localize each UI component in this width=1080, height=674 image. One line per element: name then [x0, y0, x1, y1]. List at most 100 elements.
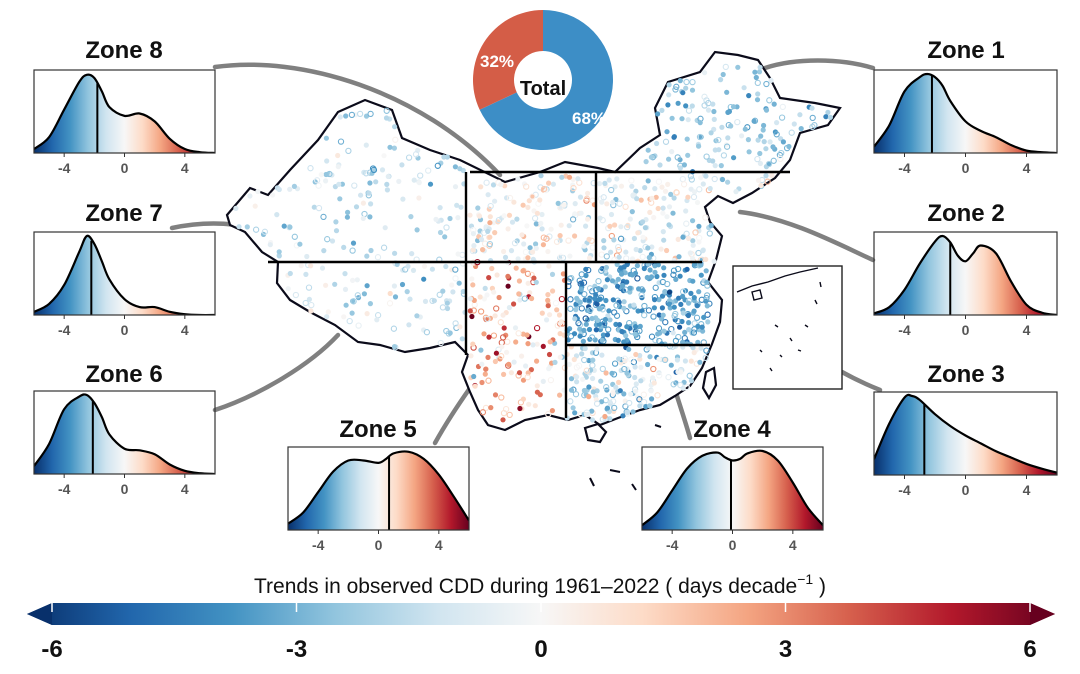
station-dot [522, 248, 530, 256]
station-dot [554, 322, 561, 329]
station-dot [524, 374, 531, 381]
x-tick-label: -4 [58, 160, 71, 176]
station-dot [492, 313, 498, 319]
station-dot [324, 236, 331, 243]
donut-positive-slice [473, 10, 543, 110]
station-dot [702, 70, 708, 76]
station-dot [610, 398, 617, 405]
station-dot [643, 159, 649, 165]
station-dot [244, 224, 250, 230]
station-dot [753, 74, 759, 81]
station-dot [763, 146, 769, 152]
station-dot [571, 356, 577, 363]
station-dot [270, 192, 276, 198]
x-tick-label: 0 [375, 537, 383, 553]
station-dot [598, 267, 605, 274]
station-dot [618, 183, 625, 189]
station-dot [500, 312, 506, 318]
station-dot [680, 181, 688, 188]
sea-dash [654, 424, 662, 428]
station-dot [574, 295, 580, 301]
station-dot [570, 184, 577, 192]
station-dot [494, 272, 500, 278]
station-dot [598, 251, 605, 258]
station-dot [392, 124, 398, 130]
station-dot [615, 276, 621, 282]
station-dot [666, 204, 673, 210]
station-dot [515, 256, 521, 262]
station-dot [305, 284, 313, 291]
station-dot [567, 253, 573, 259]
station-dot [654, 392, 661, 399]
station-dot [677, 381, 684, 389]
station-dot [616, 322, 623, 328]
station-dot [552, 300, 560, 307]
station-dot [486, 240, 494, 248]
station-dot [332, 281, 338, 287]
station-dot [534, 389, 541, 395]
station-dot [691, 308, 697, 314]
station-dot [508, 248, 515, 254]
station-dot [233, 205, 239, 211]
station-dot [655, 205, 661, 212]
station-dot [705, 107, 712, 113]
station-dot [374, 317, 380, 323]
station-dot [366, 190, 372, 196]
station-dot [780, 139, 787, 145]
station-dot [664, 214, 670, 220]
station-dot [686, 300, 692, 306]
station-dot [527, 245, 533, 251]
station-dot [705, 319, 711, 325]
station-dot [599, 199, 605, 205]
station-dot [521, 181, 528, 187]
station-dot [591, 367, 597, 373]
station-dot [367, 214, 373, 220]
station-dot [604, 332, 611, 338]
station-dot [647, 403, 653, 409]
station-dot [677, 78, 683, 84]
station-dot [755, 91, 761, 97]
station-dot [521, 295, 528, 302]
station-dot [538, 173, 544, 179]
station-dot [470, 231, 476, 237]
station-dot [659, 305, 666, 311]
station-dot [827, 114, 834, 120]
station-dot [778, 149, 785, 157]
station-dot [630, 409, 636, 415]
station-dot [525, 255, 531, 261]
station-dot [590, 357, 596, 363]
station-dot [621, 339, 627, 345]
station-dot [481, 331, 487, 337]
station-dot [648, 274, 655, 280]
hainan-island [583, 422, 608, 444]
station-dot [664, 247, 670, 254]
station-dot [444, 300, 450, 306]
density-panel: Zone 8 -4 0 4 [33, 37, 216, 176]
station-dot [670, 210, 676, 216]
station-dot [621, 355, 628, 362]
station-dot [671, 312, 678, 320]
donut-negative-label: 68% [572, 109, 606, 128]
station-dot [406, 322, 412, 328]
station-dot [572, 316, 578, 322]
station-dot [540, 185, 548, 193]
station-dot [615, 337, 621, 343]
station-dot [421, 263, 428, 269]
station-dot [516, 291, 522, 297]
station-dot [471, 297, 477, 303]
station-dot [666, 92, 672, 98]
station-dot [628, 356, 635, 363]
station-dot [693, 314, 701, 321]
station-dot [666, 156, 672, 162]
station-dot [758, 133, 764, 139]
station-dot [342, 271, 348, 277]
station-dot [652, 269, 658, 275]
station-dot [511, 239, 519, 247]
station-dot [549, 271, 556, 277]
station-dot [703, 347, 710, 354]
station-dot [416, 180, 422, 186]
station-dot [500, 417, 506, 423]
station-dot [662, 319, 669, 326]
station-dot [746, 93, 752, 99]
station-dot [546, 351, 553, 358]
